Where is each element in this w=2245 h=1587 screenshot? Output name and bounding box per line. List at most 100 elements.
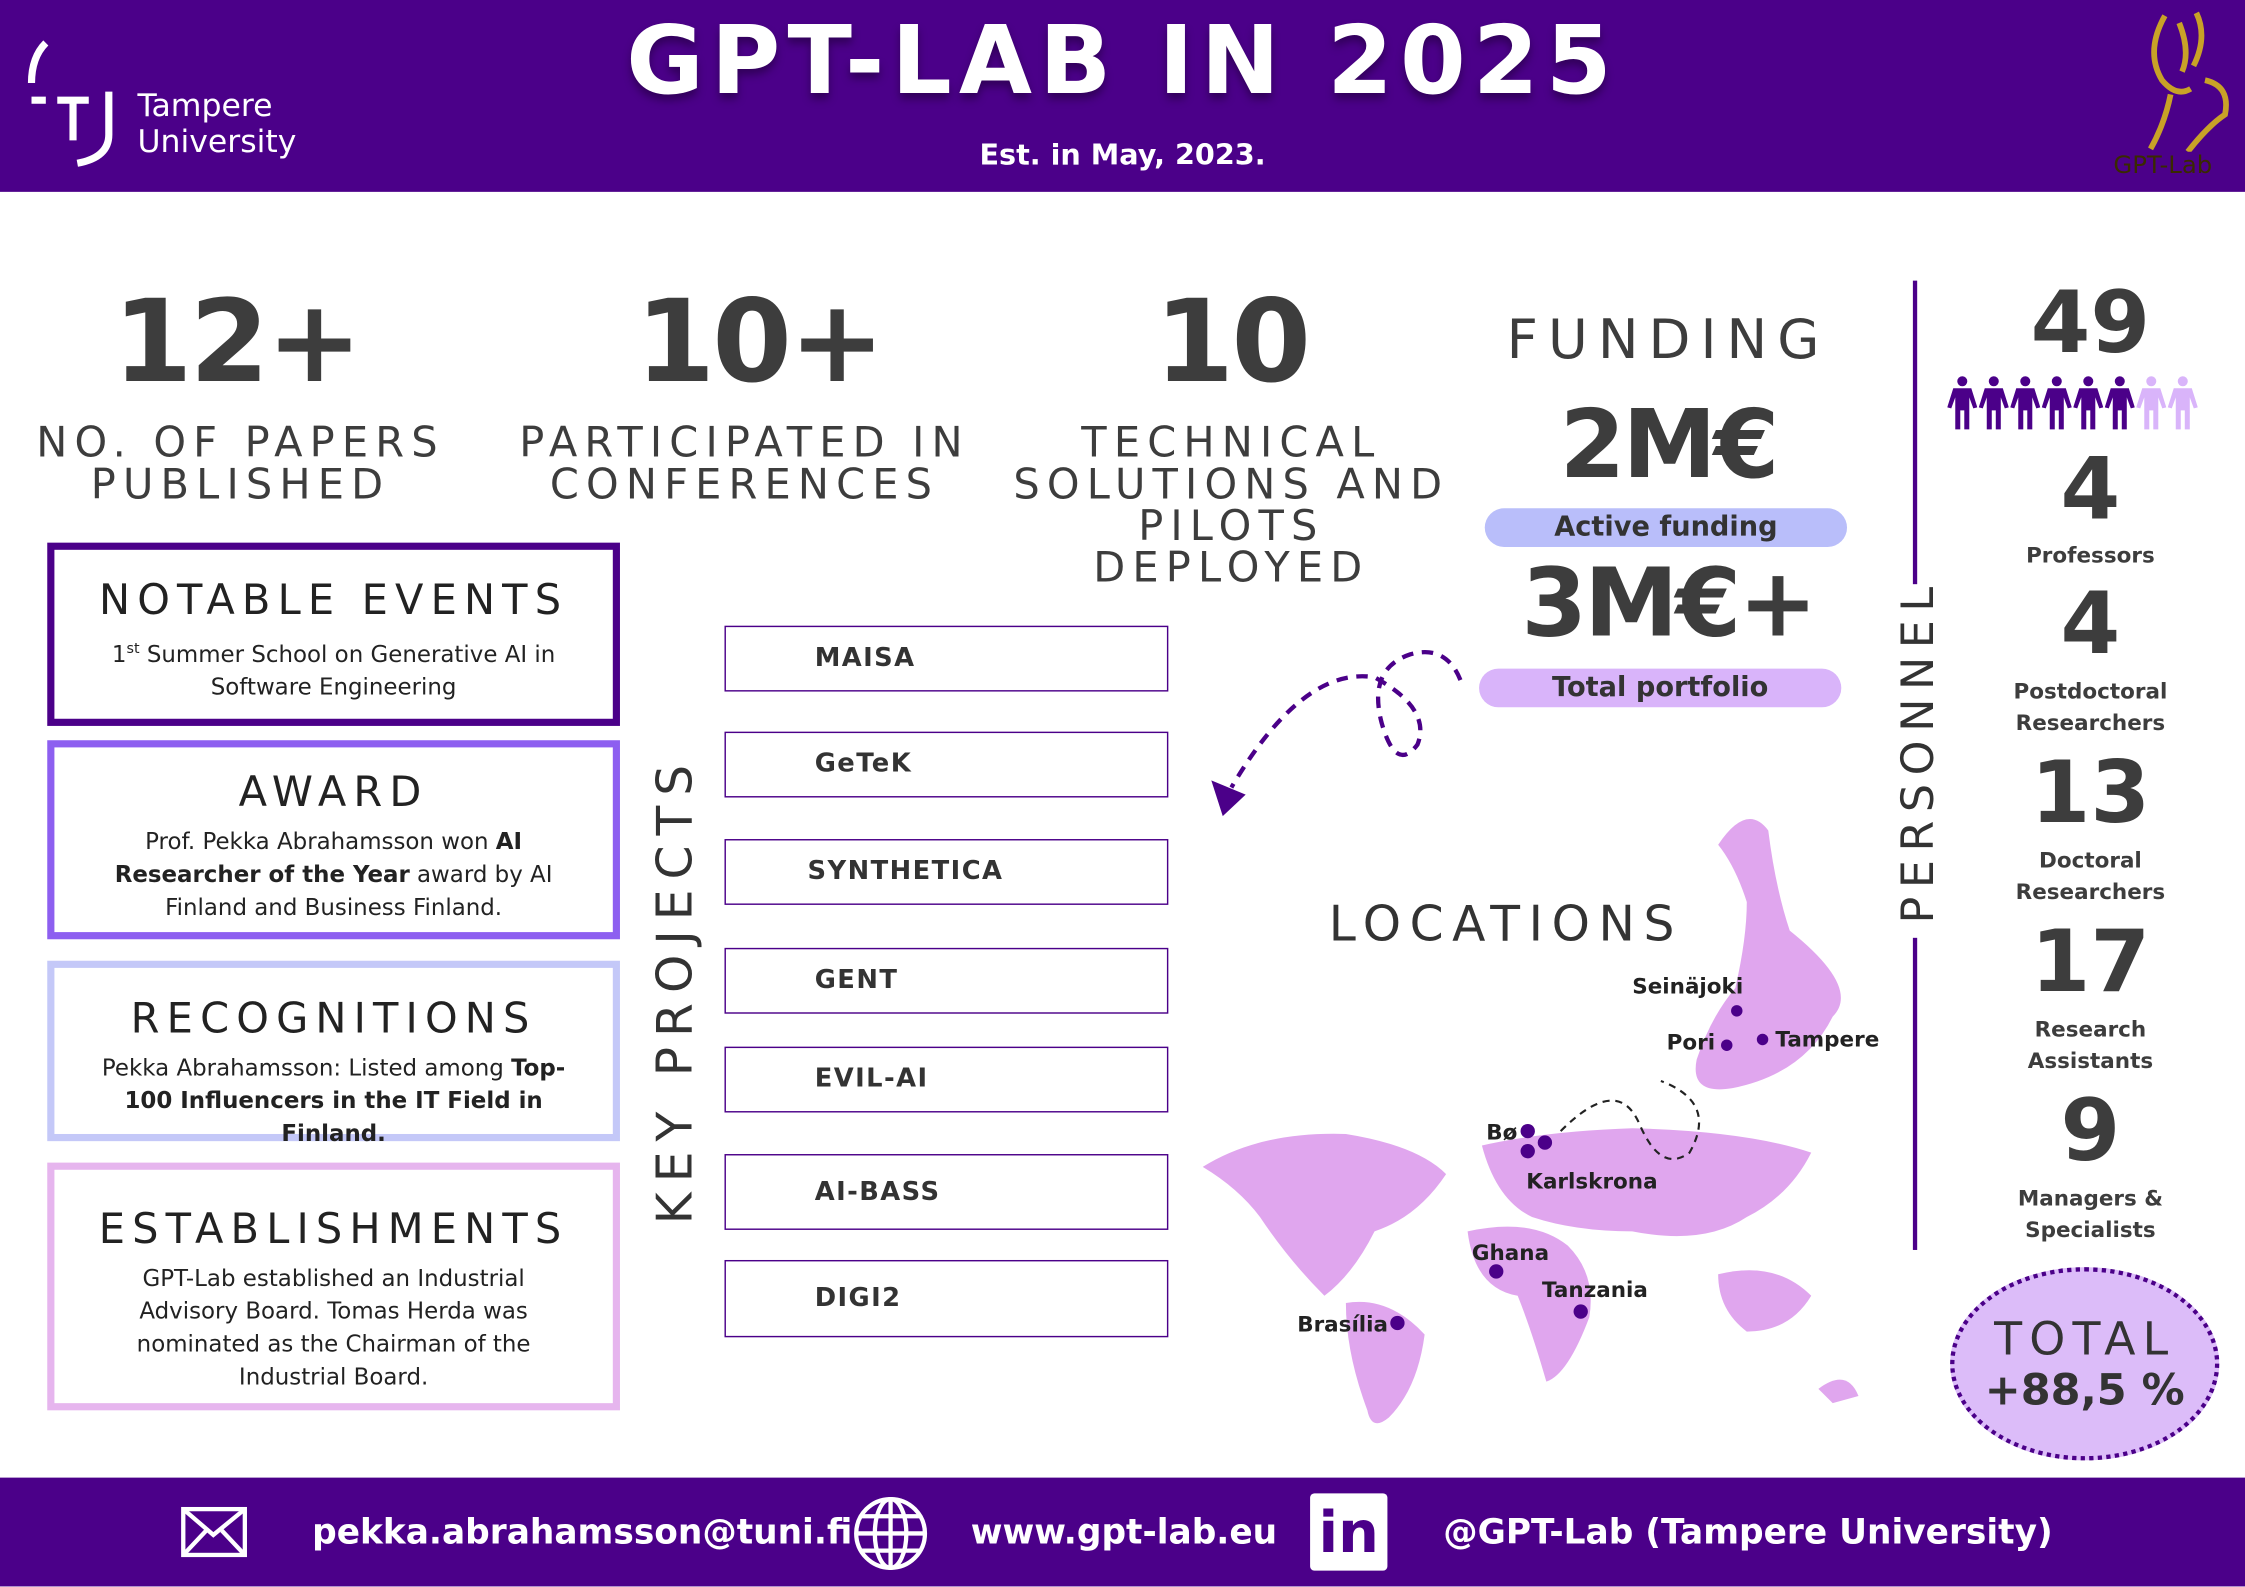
notable-events-title: NOTABLE EVENTS (98, 575, 569, 625)
location-pins (1390, 1005, 1769, 1331)
growth-badge: TOTAL +88,5 % (1950, 1267, 2220, 1461)
event-description: Summer School on Generative AI in Softwa… (139, 640, 556, 701)
solutions-label-line3: PILOTS (1138, 501, 1325, 550)
doctoral-label: Doctoral Researchers (1976, 845, 2205, 908)
solutions-label-line4: DEPLOYED (1093, 542, 1370, 592)
city-bo: Bø (1486, 1119, 1518, 1146)
total-portfolio-pill: Total portfolio (1479, 668, 1842, 708)
award-box: AWARD Prof. Pekka Abrahamsson won AI Res… (47, 740, 620, 940)
establishments-title: ESTABLISHMENTS (98, 1204, 569, 1253)
establishments-text: GPT-Lab established an Industrial Adviso… (136, 1264, 531, 1391)
funding-title: FUNDING (1506, 307, 1830, 371)
person-icon (1947, 376, 1978, 430)
project-maisa: MAISA (724, 625, 1169, 692)
recognition-text-part1: Pekka Abrahamsson: Listed among (101, 1053, 512, 1082)
city-karlskrona: Karlskrona (1526, 1168, 1658, 1195)
project-synthetica: SYNTHETICA (724, 839, 1169, 905)
assistants-count: 17 (2030, 912, 2151, 1013)
recognitions-box: RECOGNITIONS Pekka Abrahamsson: Listed a… (47, 960, 620, 1147)
professors-label: Professors (2026, 542, 2155, 569)
person-icon (2073, 376, 2104, 430)
city-seinajoki: Seinäjoki (1632, 973, 1744, 1000)
footer-bar (0, 1477, 2245, 1587)
person-icon (1978, 376, 2009, 430)
award-name: AI Researcher of the Year (114, 827, 523, 888)
ordinal-number: 1 (111, 640, 127, 668)
ordinal-suffix: st (126, 641, 140, 658)
postdocs-label-line2: Researchers (2015, 710, 2166, 736)
assistants-label: Research Assistants (1976, 1014, 2205, 1077)
growth-label: TOTAL (1994, 1311, 2176, 1366)
established-date: Est. in May, 2023. (979, 137, 1266, 172)
city-ghana: Ghana (1471, 1239, 1550, 1266)
award-title: AWARD (238, 767, 429, 817)
university-name-line1: Tampere (137, 88, 273, 125)
conferences-label-line2: CONFERENCES (549, 459, 940, 509)
growth-value: +88,5 % (1984, 1365, 2185, 1417)
active-funding-pill: Active funding (1484, 508, 1848, 547)
papers-label-line2: PUBLISHED (90, 459, 391, 509)
total-portfolio-value: 3M€+ (1521, 548, 1817, 659)
email-icon (181, 1506, 247, 1558)
managers-count: 9 (2060, 1081, 2121, 1182)
city-tampere: Tampere (1775, 1026, 1880, 1053)
person-icon (2010, 376, 2041, 430)
papers-label-line1: NO. OF PAPERS (36, 418, 445, 467)
establishments-box: ESTABLISHMENTS GPT-Lab established an In… (47, 1162, 620, 1411)
contact-email[interactable]: pekka.abrahamsson@tuni.fi (312, 1511, 853, 1553)
recognition-name: Top-100 Influencers in the IT Field in F… (124, 1053, 566, 1147)
postdocs-label: Postdoctoral Researchers (1976, 676, 2205, 739)
city-tanzania: Tanzania (1542, 1277, 1648, 1303)
assistants-label-line1: Research (2034, 1016, 2147, 1043)
managers-label-line2: Specialists (2025, 1217, 2156, 1243)
city-pori: Pori (1666, 1029, 1716, 1056)
managers-label: Managers & Specialists (1976, 1183, 2205, 1246)
city-brasilia: Brasília (1297, 1311, 1389, 1338)
recognitions-text: Pekka Abrahamsson: Listed among Top-100 … (54, 1051, 612, 1150)
personnel-title: PERSONNEL (1892, 578, 1945, 924)
linkedin-handle[interactable]: @GPT-Lab (Tampere University) (1443, 1511, 2053, 1553)
recognitions-title: RECOGNITIONS (130, 993, 537, 1043)
dashed-arrow-icon (1211, 649, 1463, 817)
award-text: Prof. Pekka Abrahamsson won AI Researche… (54, 825, 612, 924)
personnel-divider-top (1912, 280, 1918, 585)
person-icon (2167, 376, 2198, 430)
project-evil-ai: EVIL-AI (724, 1046, 1169, 1113)
postdocs-count: 4 (2060, 574, 2121, 675)
conferences-count: 10+ (635, 274, 885, 409)
professors-count: 4 (2060, 439, 2121, 540)
doctoral-label-line1: Doctoral (2039, 847, 2142, 874)
papers-count: 12+ (112, 274, 363, 409)
globe-icon (854, 1496, 928, 1570)
papers-label: NO. OF PAPERS PUBLISHED (26, 422, 456, 505)
lab-logo-text: GPT-Lab (2113, 151, 2213, 181)
conferences-label-line1: PARTICIPATED IN (519, 418, 970, 467)
solutions-count: 10 (1154, 274, 1312, 409)
tampere-logo-icon (27, 40, 113, 167)
person-icon (2041, 376, 2072, 430)
assistants-label-line2: Assistants (2027, 1048, 2154, 1074)
project-gent: GENT (724, 947, 1169, 1014)
world-map (1202, 818, 1859, 1424)
solutions-label: TECHNICAL SOLUTIONS AND PILOTS DEPLOYED (1002, 422, 1460, 588)
page-title: GPT-LAB IN 2025 (626, 5, 1619, 116)
managers-label-line1: Managers & (2017, 1185, 2164, 1212)
tampere-university-logo: Tampere University (26, 40, 296, 175)
notable-events-text: 1st Summer School on Generative AI in So… (54, 633, 612, 704)
linkedin-icon: in (1310, 1493, 1388, 1571)
doctoral-count: 13 (2030, 743, 2151, 844)
doctoral-label-line2: Researchers (2015, 879, 2166, 905)
deer-antler-logo-icon (2148, 11, 2229, 154)
project-ai-bass: AI-BASS (724, 1154, 1169, 1230)
person-icon (2136, 376, 2167, 430)
solutions-label-line2: SOLUTIONS AND (1013, 459, 1450, 509)
award-text-part1: Prof. Pekka Abrahamsson won (145, 827, 496, 855)
project-digi2: DIGI2 (724, 1259, 1169, 1338)
person-icon (2104, 376, 2135, 430)
award-text-part2: award by AI Finland and Business Finland… (165, 860, 553, 921)
website-link[interactable]: www.gpt-lab.eu (970, 1511, 1278, 1553)
header-bar (0, 0, 2245, 192)
university-name-line2: University (137, 124, 297, 161)
dashed-route (1559, 1080, 1701, 1161)
solutions-label-line1: TECHNICAL (1081, 418, 1382, 467)
